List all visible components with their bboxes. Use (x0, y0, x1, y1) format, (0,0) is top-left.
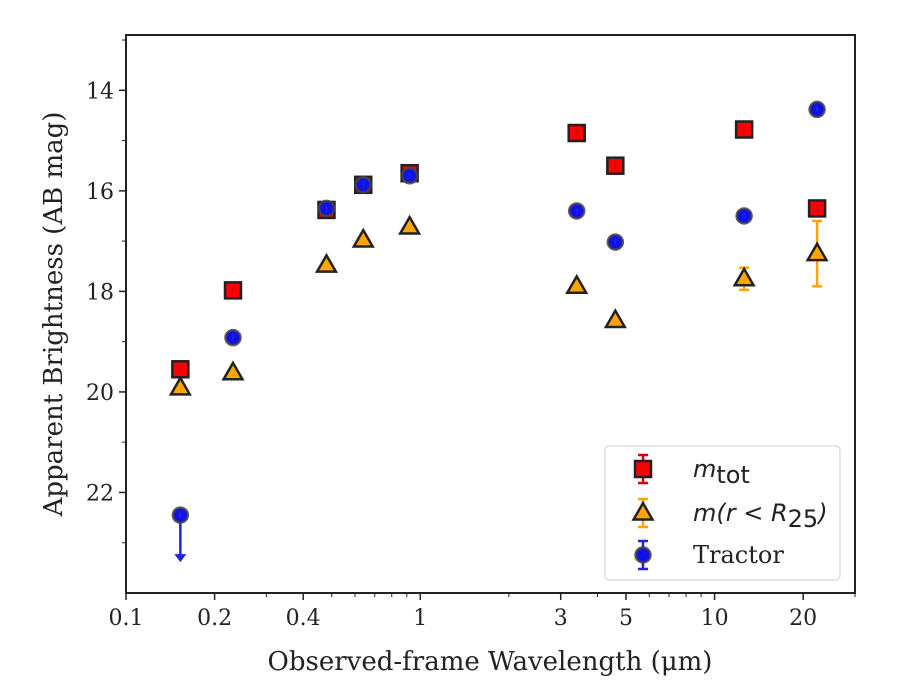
y-tick-label: 16 (86, 180, 114, 205)
legend-label-sub: 25 (788, 505, 819, 533)
legend-label-sub: tot (716, 461, 750, 489)
triangle-marker (732, 266, 756, 287)
y-tick-label: 14 (86, 79, 114, 104)
legend-item-circle: Tractor (634, 539, 784, 571)
data-marks (168, 100, 829, 563)
legend-triangle-marker (631, 500, 655, 521)
triangle-marker (603, 308, 627, 329)
triangle-marker (805, 241, 829, 262)
triangle-marker (351, 227, 375, 248)
series-circle (171, 100, 826, 563)
legend-circle-marker (634, 546, 652, 564)
x-tick-label: 20 (789, 606, 817, 631)
legend-label-tail: ) (816, 499, 827, 527)
legend-label: m(r < R25) (693, 499, 828, 533)
upper-limit-arrow-head (174, 554, 187, 563)
x-tick-label: 0.2 (197, 606, 232, 631)
legend-label-main: Tractor (693, 541, 784, 569)
x-tick-label: 1 (413, 606, 427, 631)
series-square (171, 120, 827, 379)
legend-item-triangle: m(r < R25) (631, 497, 828, 533)
legend-label-main: m(r < R (693, 499, 788, 527)
x-tick-label: 3 (554, 606, 568, 631)
x-tick-label: 10 (701, 606, 729, 631)
x-tick-label: 5 (619, 606, 633, 631)
y-tick-label: 20 (86, 381, 114, 406)
y-tick-label: 22 (86, 481, 114, 506)
x-tick-label: 0.1 (109, 606, 144, 631)
triangle-marker (314, 252, 339, 273)
legend-item-square: mtot (633, 453, 750, 489)
legend-label: Tractor (693, 541, 784, 569)
tick-layer: 0.1 0.2 0.4 1 3 5 10 20 14 16 18 20 22 (86, 39, 856, 631)
y-tick-label: 18 (86, 280, 114, 305)
legend-label-main: m (693, 455, 716, 483)
x-tick-label: 0.4 (286, 606, 321, 631)
x-axis-label: Observed-frame Wavelength (μm) (268, 647, 713, 677)
plot-area-frame (125, 34, 856, 594)
y-axis-label: Apparent Brightness (AB mag) (39, 112, 69, 518)
triangle-marker (398, 214, 422, 235)
triangle-marker (168, 375, 192, 396)
triangle-marker (565, 273, 589, 295)
legend: mtot m(r < R25) Tractor (604, 445, 841, 581)
legend-label: mtot (693, 455, 750, 489)
legend-square-marker (633, 459, 653, 479)
series-triangle (168, 214, 829, 396)
legend-box (604, 445, 841, 581)
triangle-marker (221, 360, 245, 381)
